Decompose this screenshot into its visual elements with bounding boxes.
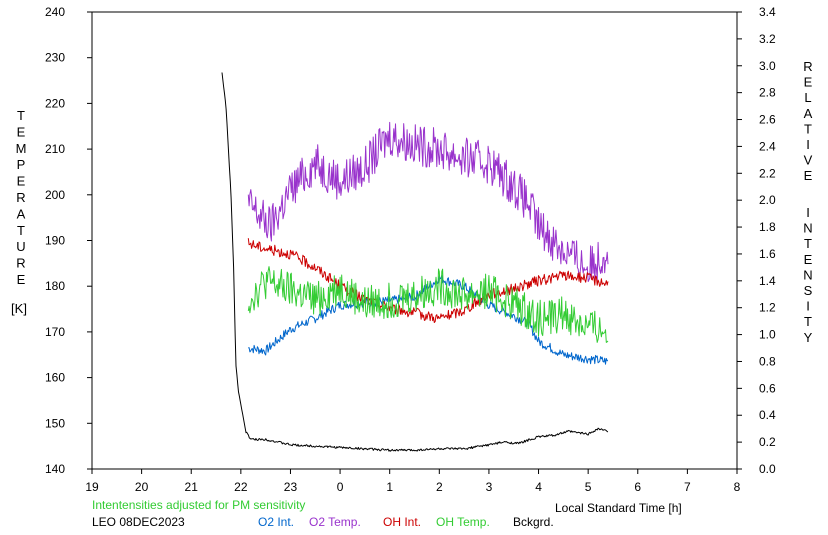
x-tick-label: 8: [734, 480, 741, 494]
y-right-tick-label: 1.4: [759, 274, 776, 288]
y-right-tick-label: 3.4: [759, 5, 776, 19]
y-right-axis: 0.0 0.2 0.4 0.6 0.8 1.0 1.2 1.4 1.6 1.8 2.0 2.2 2.4 2…: [737, 5, 776, 476]
x-tick-label: 6: [634, 480, 641, 494]
y-left-label-letter: M: [16, 141, 27, 156]
y-left-label-letter: E: [17, 272, 26, 287]
legend-oh-temp: OH Temp.: [436, 515, 490, 529]
x-tick-label: 21: [185, 480, 199, 494]
y-right-label-letter: E: [804, 168, 813, 183]
y-right-label-letter: I: [806, 205, 810, 220]
y-right-tick-label: 2.4: [759, 139, 776, 153]
x-tick-label: 0: [337, 480, 344, 494]
y-right-tick-label: 0.8: [759, 354, 776, 368]
y-left-tick-label: 150: [45, 416, 65, 430]
y-left-label-letter: U: [16, 239, 25, 254]
legend-o2-int: O2 Int.: [258, 515, 294, 529]
x-tick-label: 19: [85, 480, 99, 494]
y-right-label-letter: S: [804, 283, 813, 298]
y-left-tick-label: 210: [45, 142, 65, 156]
sensitivity-note: Intentensities adjusted for PM sensitivi…: [92, 498, 305, 512]
y-right-label-letter: T: [804, 121, 812, 136]
series-o2-temp: [247, 121, 609, 282]
legend-o2-temp: O2 Temp.: [309, 515, 361, 529]
x-axis-label: Local Standard Time [h]: [555, 501, 682, 515]
y-left-tick-label: 190: [45, 234, 65, 248]
y-right-label-letter: E: [804, 75, 813, 90]
y-right-tick-label: 1.2: [759, 301, 776, 315]
y-left-tick-label: 160: [45, 371, 65, 385]
y-right-label-letter: N: [803, 221, 812, 236]
y-left-label-letter: R: [16, 190, 25, 205]
station-date: LEO 08DEC2023: [92, 515, 185, 529]
y-right-tick-label: 2.8: [759, 86, 776, 100]
y-right-tick-label: 1.0: [759, 328, 776, 342]
legend-oh-int: OH Int.: [383, 515, 421, 529]
y-left-label-letter: R: [16, 256, 25, 271]
y-right-label-letter: T: [804, 236, 812, 251]
y-right-label-letter: E: [804, 252, 813, 267]
y-left-label-letter: A: [17, 206, 26, 221]
x-tick-label: 22: [234, 480, 248, 494]
y-right-tick-label: 0.6: [759, 381, 776, 395]
y-right-tick-label: 3.0: [759, 59, 776, 73]
y-left-tick-label: 230: [45, 51, 65, 65]
y-left-tick-label: 180: [45, 279, 65, 293]
y-right-tick-label: 1.6: [759, 247, 776, 261]
y-left-tick-label: 140: [45, 462, 65, 476]
y-right-tick-label: 3.2: [759, 32, 776, 46]
y-right-label-letter: I: [806, 299, 810, 314]
x-tick-label: 4: [535, 480, 542, 494]
y-right-label-letter: V: [804, 153, 813, 168]
y-left-label-letter: T: [17, 223, 25, 238]
y-left-label-letter: P: [17, 157, 26, 172]
x-tick-label: 5: [585, 480, 592, 494]
y-right-label-letter: T: [804, 314, 812, 329]
x-axis: 19 20 21 22 23 0 1 2 3 4 5 6 7 8: [85, 469, 741, 494]
y-left-tick-label: 220: [45, 96, 65, 110]
series-bckgrd: [221, 72, 609, 452]
y-right-label-letter: N: [803, 267, 812, 282]
y-left-unit: [K]: [11, 301, 27, 316]
y-right-label-letter: I: [806, 137, 810, 152]
y-right-tick-label: 2.2: [759, 166, 776, 180]
y-right-tick-label: 2.0: [759, 193, 776, 207]
series-oh-temp: [247, 266, 609, 343]
y-right-tick-label: 2.6: [759, 113, 776, 127]
y-right-label-letter: L: [804, 90, 811, 105]
y-right-tick-label: 0.0: [759, 462, 776, 476]
x-tick-label: 23: [284, 480, 298, 494]
legend-bckgrd: Bckgrd.: [513, 515, 554, 529]
y-right-tick-label: 0.2: [759, 435, 776, 449]
y-left-label-letter: E: [17, 124, 26, 139]
series-oh-int: [247, 238, 609, 323]
y-left-axis: 140 150 160 170 180 190 200 210 220 230 240: [45, 5, 92, 476]
x-tick-label: 7: [684, 480, 691, 494]
y-left-label-letter: T: [17, 108, 25, 123]
y-right-tick-label: 1.8: [759, 220, 776, 234]
y-left-tick-label: 200: [45, 188, 65, 202]
y-left-tick-label: 170: [45, 325, 65, 339]
x-tick-label: 3: [486, 480, 493, 494]
x-tick-label: 20: [135, 480, 149, 494]
y-right-tick-label: 0.4: [759, 408, 776, 422]
x-tick-label: 2: [436, 480, 443, 494]
x-tick-label: 1: [386, 480, 393, 494]
y-right-label-letter: Y: [804, 330, 813, 345]
y-left-tick-label: 240: [45, 5, 65, 19]
y-right-label-letter: A: [804, 106, 813, 121]
y-right-label-letter: R: [803, 59, 812, 74]
series-layer: [221, 72, 609, 452]
y-left-label-letter: E: [17, 174, 26, 189]
